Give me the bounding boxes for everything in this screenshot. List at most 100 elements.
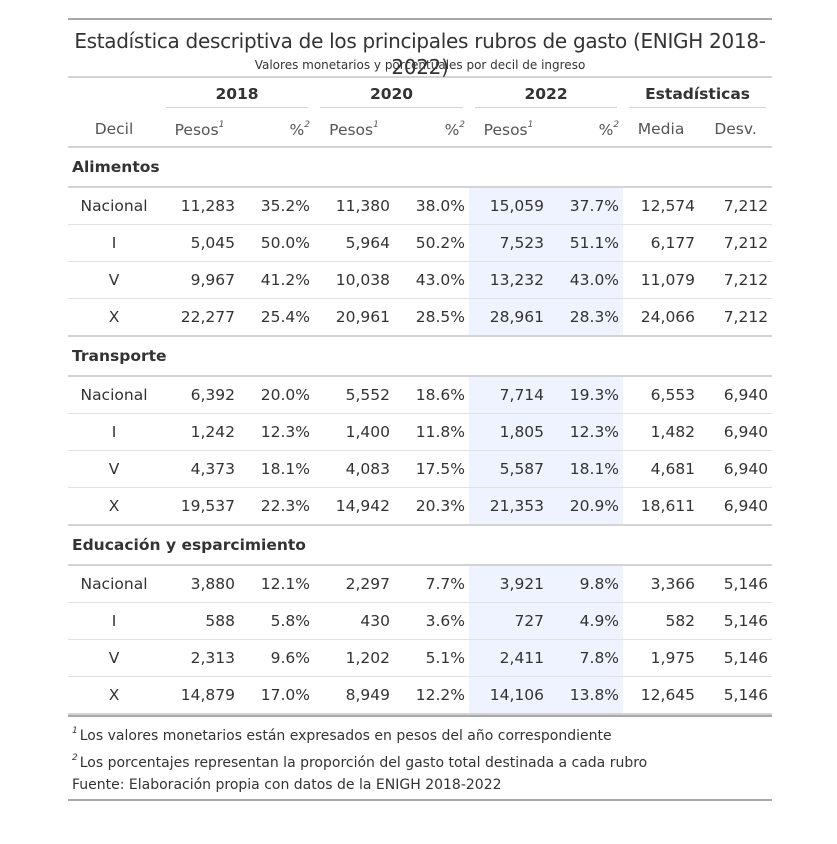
cell-decil: V <box>68 450 160 488</box>
cell-pesos-2022: 15,059 <box>469 187 549 225</box>
cell-pesos-2018: 11,283 <box>180 197 235 215</box>
top-rule <box>68 18 772 20</box>
cell-pesos-2018: 22,277 <box>160 298 239 337</box>
cell-pesos-2022: 1,805 <box>469 413 549 451</box>
spanner-2018: 2018 <box>160 77 314 112</box>
cell-pesos-2020: 4,083 <box>314 450 395 488</box>
cell-pct-2018: 22.3% <box>239 487 315 526</box>
cell-pesos-2022: 727 <box>469 602 549 640</box>
table-row: Nacional 3,880 12.1% 2,297 7.7% 3,921 9.8% 3,36… <box>68 565 772 603</box>
cell-pesos-2022: 7,714 <box>469 376 549 414</box>
table-row: I 5,045 50.0% 5,964 50.2% 7,523 51.1% 6,177 7,21… <box>68 224 773 262</box>
cell-desv: 6,940 <box>699 487 773 526</box>
cell-pct-2022: 43.0% <box>548 261 624 299</box>
cell-pesos-2020: 2,297 <box>345 575 391 593</box>
cell-desv: 5,146 <box>699 602 773 640</box>
cell-pct-2022: 7.8% <box>548 639 624 677</box>
cell-desv: 5,146 <box>723 575 769 593</box>
cell-media: 12,645 <box>623 676 700 715</box>
cell-pct-2022: 12.3% <box>548 413 624 451</box>
cell-pesos-2022: 3,921 <box>469 565 549 603</box>
cell-media: 12,574 <box>640 197 696 215</box>
cell-pct-2020: 28.5% <box>394 298 470 337</box>
footnote-1: 1 Los valores monetarios están expresados… <box>72 726 612 744</box>
col-decil: Decil <box>94 120 134 138</box>
cell-pesos-2018: 19,537 <box>160 487 239 526</box>
cell-pct-2018: 18.1% <box>239 450 315 488</box>
cell-decil: V <box>68 639 160 677</box>
cell-pesos-2020: 11,380 <box>335 197 391 215</box>
table-row: I 588 5.8% 430 3.6% 727 4.9% 582 5,146 <box>68 602 773 640</box>
cell-desv: 7,212 <box>699 261 773 299</box>
cell-pesos-2018: 588 <box>160 602 239 640</box>
col-pct-2020: %2 <box>444 119 466 139</box>
cell-pct-2020: 11.8% <box>394 413 470 451</box>
spanner-2020: 2020 <box>314 77 469 112</box>
cell-pesos-2020: 10,038 <box>314 261 395 299</box>
cell-pct-2020: 7.7% <box>425 575 466 593</box>
cell-pesos-2018: 5,045 <box>160 224 239 262</box>
spanner-2022: 2022 <box>469 77 623 112</box>
cell-desv: 7,212 <box>723 197 769 215</box>
cell-pesos-2022: 28,961 <box>469 298 549 337</box>
cell-pct-2018: 17.0% <box>239 676 315 715</box>
cell-decil: Nacional <box>80 575 148 593</box>
group-label: Transporte <box>68 336 773 377</box>
cell-decil: Nacional <box>80 386 148 404</box>
cell-pct-2022: 37.7% <box>548 187 624 225</box>
cell-desv: 5,146 <box>699 639 773 677</box>
cell-pesos-2018: 2,313 <box>160 639 239 677</box>
table-row: V 4,373 18.1% 4,083 17.5% 5,587 18.1% 4,681 6,94… <box>68 450 773 488</box>
cell-pct-2020: 12.2% <box>394 676 470 715</box>
cell-pesos-2022: 21,353 <box>469 487 549 526</box>
cell-pct-2018: 20.0% <box>260 386 311 404</box>
cell-pesos-2018: 3,880 <box>190 575 235 593</box>
col-pesos-2022: Pesos1 <box>483 119 534 139</box>
data-table: 2018 2020 2022 Estadísticas Decil Pesos1… <box>68 76 773 715</box>
table-row: V 9,967 41.2% 10,038 43.0% 13,232 43.0% 11,079 7… <box>68 261 773 299</box>
footnote-2: 2 Los porcentajes representan la proporci… <box>72 753 648 771</box>
table-row: I 1,242 12.3% 1,400 11.8% 1,805 12.3% 1,482 6,94… <box>68 413 773 451</box>
cell-pct-2020: 38.0% <box>415 197 466 215</box>
cell-pct-2022: 51.1% <box>548 224 624 262</box>
cell-pesos-2020: 5,964 <box>314 224 395 262</box>
cell-pct-2022: 13.8% <box>548 676 624 715</box>
cell-desv: 5,146 <box>699 676 773 715</box>
cell-pct-2020: 3.6% <box>394 602 470 640</box>
cell-pct-2022: 4.9% <box>548 602 624 640</box>
cell-pct-2022: 19.3% <box>548 376 624 414</box>
cell-pct-2018: 35.2% <box>260 197 311 215</box>
cell-pesos-2022: 5,587 <box>469 450 549 488</box>
cell-decil: X <box>68 487 160 526</box>
cell-pct-2018: 5.8% <box>239 602 315 640</box>
cell-desv: 6,940 <box>699 450 773 488</box>
cell-desv: 7,212 <box>699 298 773 337</box>
col-media: Media <box>637 120 685 138</box>
table-row: Nacional 6,392 20.0% 5,552 18.6% 7,714 19.3% 6,… <box>68 376 772 414</box>
cell-pct-2022: 9.8% <box>548 565 624 603</box>
cell-pct-2018: 12.1% <box>260 575 311 593</box>
cell-pesos-2020: 14,942 <box>314 487 395 526</box>
cell-media: 1,482 <box>623 413 700 451</box>
cell-pesos-2018: 14,879 <box>160 676 239 715</box>
cell-pct-2018: 9.6% <box>239 639 315 677</box>
col-pct-2022: %2 <box>598 119 620 139</box>
cell-media: 3,366 <box>650 575 696 593</box>
table-notes: 1 Los valores monetarios están expresados… <box>68 715 772 799</box>
table-row: X 19,537 22.3% 14,942 20.3% 21,353 20.9% 18,611… <box>68 487 773 526</box>
cell-pct-2022: 28.3% <box>548 298 624 337</box>
cell-pesos-2020: 5,552 <box>345 386 391 404</box>
table-body: Alimentos Nacional 11,283 35.2% 11,380 38.0% 1… <box>68 147 773 715</box>
col-pesos-2020: Pesos1 <box>329 119 379 139</box>
table-subtitle: Valores monetarios y porcentuales por de… <box>254 58 586 72</box>
spanner-estadisticas: Estadísticas <box>623 77 772 112</box>
cell-pesos-2018: 1,242 <box>160 413 239 451</box>
cell-decil: I <box>68 224 160 262</box>
table-title: Estadística descriptiva de los principal… <box>74 29 766 79</box>
col-pesos-2018: Pesos1 <box>174 119 225 139</box>
group-row: Alimentos <box>68 147 773 188</box>
group-label: Alimentos <box>68 147 773 188</box>
cell-pct-2020: 5.1% <box>394 639 470 677</box>
cell-pct-2020: 20.3% <box>394 487 470 526</box>
data-table-container: Estadística descriptiva de los principal… <box>68 18 773 801</box>
